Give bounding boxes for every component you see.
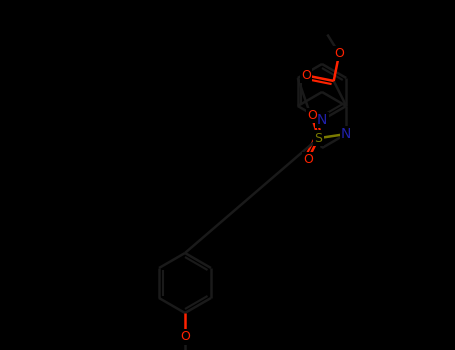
Text: O: O (301, 69, 311, 82)
Text: O: O (307, 109, 317, 122)
Text: N: N (341, 127, 351, 141)
Text: S: S (314, 132, 323, 145)
Text: O: O (334, 47, 344, 60)
Text: N: N (317, 113, 327, 127)
Text: O: O (180, 330, 190, 343)
Text: O: O (303, 153, 313, 166)
